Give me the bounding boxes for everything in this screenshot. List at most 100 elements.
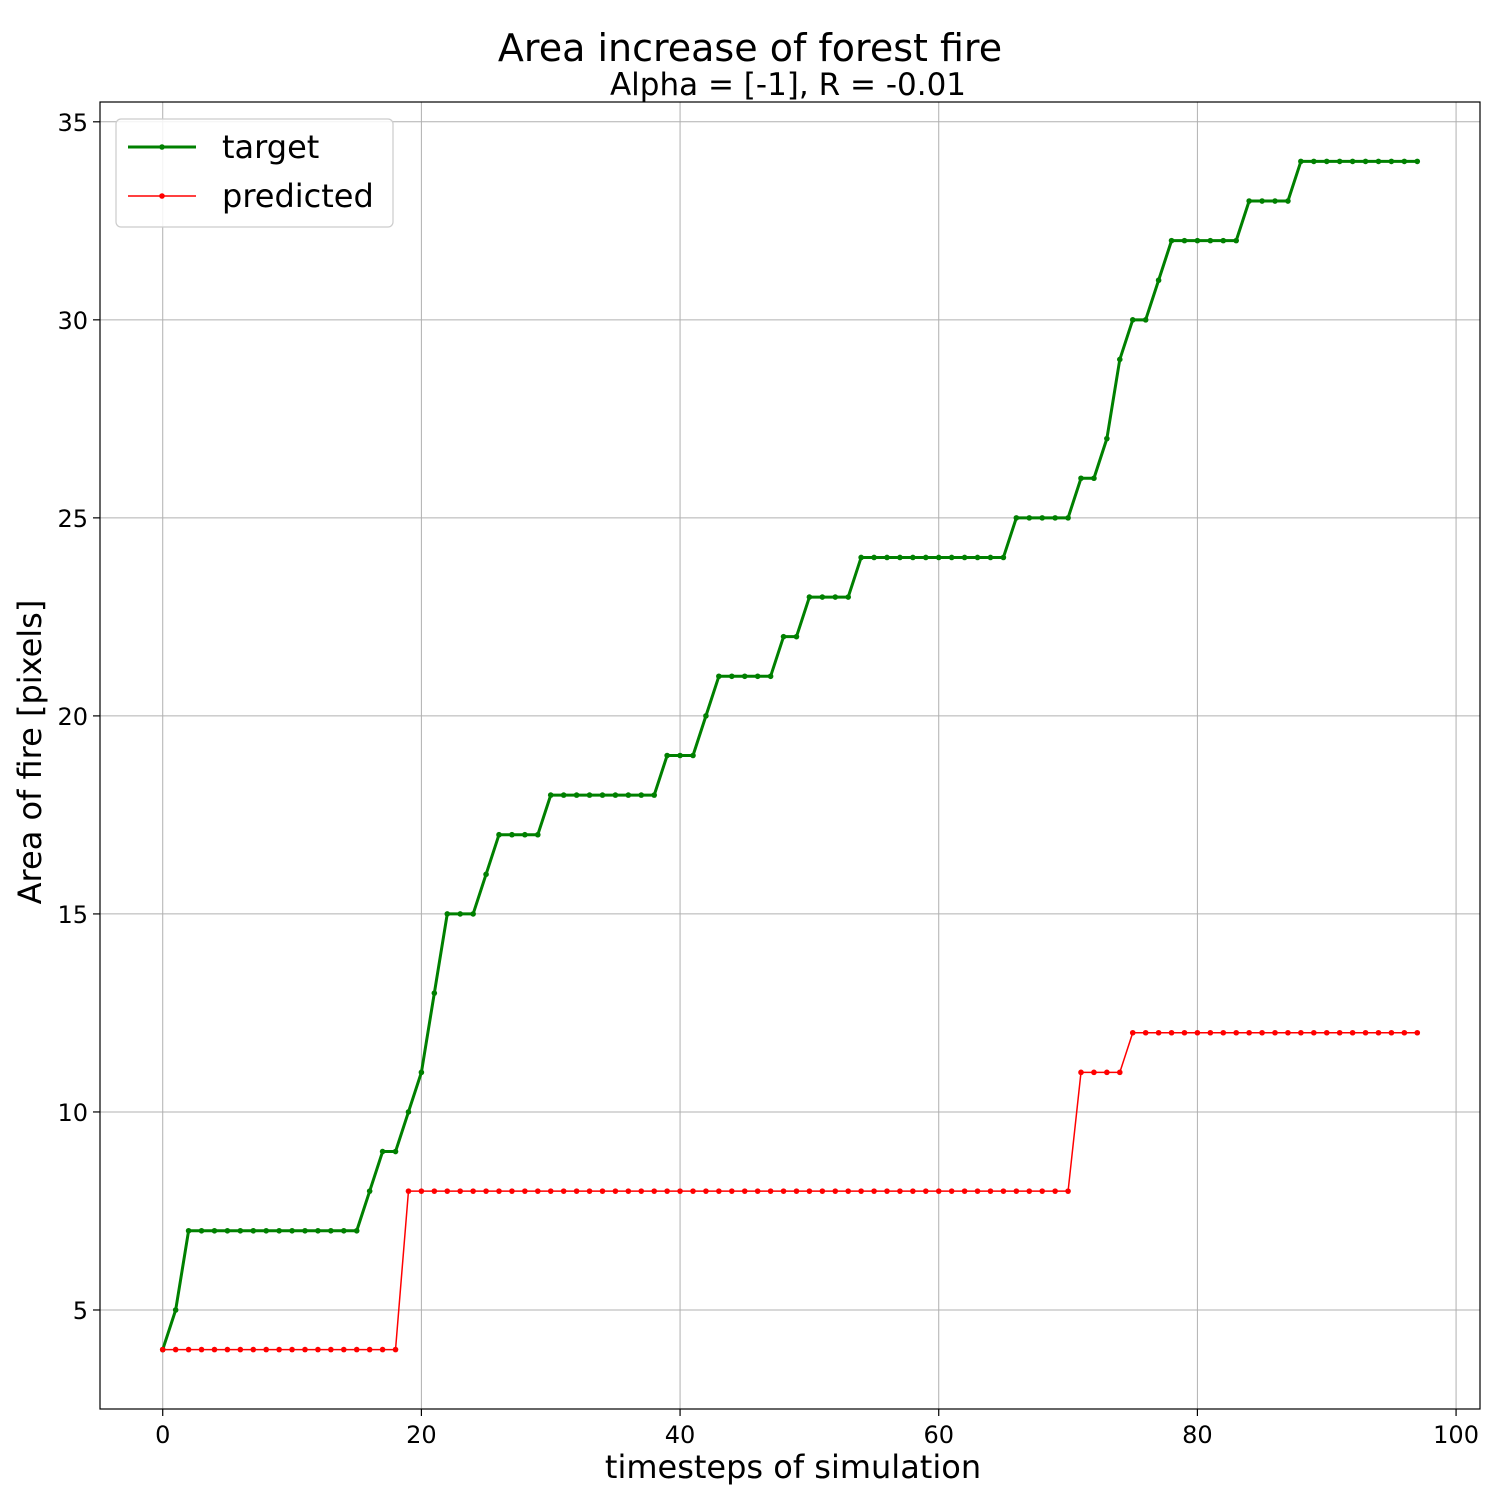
series-target-point: [1323, 158, 1330, 165]
series-target-point: [664, 752, 670, 759]
series-target-point: [1000, 554, 1007, 561]
series-target-point: [457, 911, 463, 917]
series-predicted-point: [198, 1346, 205, 1353]
series-predicted-point: [159, 1346, 166, 1353]
plot-frame: [99, 101, 1481, 1410]
series-predicted-point: [1401, 1029, 1408, 1036]
series-predicted-point: [560, 1188, 567, 1194]
series-predicted-point: [935, 1188, 942, 1194]
series-target-point: [211, 1227, 218, 1234]
series-target-point: [1259, 198, 1265, 204]
x-tick-label: 60: [923, 1421, 954, 1449]
series-target-point: [1168, 237, 1175, 244]
series-predicted-point: [974, 1188, 981, 1194]
series-predicted-point: [690, 1188, 696, 1194]
series-predicted-point: [328, 1346, 334, 1353]
series-target-point: [845, 594, 852, 600]
legend-predicted-marker: [159, 193, 165, 199]
series-target-point: [923, 554, 929, 561]
series-target-point: [728, 673, 735, 680]
grid: [100, 102, 1480, 1409]
series-predicted-point: [1323, 1029, 1330, 1036]
series-target-point: [560, 792, 567, 798]
series-target-point: [392, 1148, 399, 1155]
series-target-point: [961, 554, 968, 561]
series-target-point: [690, 752, 696, 759]
series-predicted-point: [289, 1346, 295, 1353]
series-target-point: [858, 554, 864, 561]
series-predicted-point: [302, 1346, 308, 1353]
legend-predicted-label: predicted: [222, 177, 374, 215]
series-predicted-point: [1336, 1029, 1343, 1036]
series-target-point: [1336, 158, 1343, 165]
series-target-point: [1414, 158, 1421, 165]
series-predicted-point: [677, 1188, 683, 1194]
series-predicted-point: [910, 1188, 916, 1194]
series-target-point: [224, 1227, 231, 1234]
series-predicted-point: [1272, 1029, 1278, 1036]
series-target-point: [935, 554, 942, 561]
series-target-point: [1039, 515, 1046, 521]
series-target-point: [987, 554, 994, 561]
series-predicted-point: [573, 1188, 580, 1194]
series-target-point: [767, 673, 774, 680]
series-predicted-point: [392, 1346, 399, 1353]
series-predicted-point: [586, 1188, 593, 1194]
series-predicted-point: [444, 1188, 451, 1194]
series-target-point: [780, 633, 787, 640]
series-target-point: [483, 871, 489, 878]
y-tick-label: 25: [57, 505, 88, 533]
series-predicted-point: [1091, 1069, 1097, 1076]
series-target-point: [276, 1227, 282, 1234]
series-target-point: [340, 1227, 347, 1234]
x-tick-label: 20: [406, 1421, 437, 1449]
series-target-point: [431, 990, 438, 996]
series-predicted-point: [664, 1188, 670, 1194]
series-predicted-point: [1013, 1188, 1020, 1194]
series-predicted-point: [1375, 1029, 1382, 1036]
series-predicted-point: [923, 1188, 929, 1194]
series-target-point: [547, 792, 554, 798]
series-predicted-point: [845, 1188, 852, 1194]
series-predicted-point: [871, 1188, 877, 1194]
series-target-point: [573, 792, 580, 798]
x-tick-label: 80: [1182, 1421, 1213, 1449]
series-predicted-point: [754, 1188, 761, 1194]
series-predicted-point: [1233, 1029, 1240, 1036]
series-target-point: [754, 673, 761, 680]
series-predicted-point: [1000, 1188, 1007, 1194]
series-predicted-point: [716, 1188, 722, 1194]
series-predicted-point: [897, 1188, 903, 1194]
series-target-point: [1117, 356, 1123, 363]
y-tick-label: 35: [57, 109, 88, 137]
series-predicted-point: [366, 1346, 373, 1353]
series-predicted-point: [276, 1346, 282, 1353]
series-predicted-point: [1388, 1029, 1395, 1036]
series-target-point: [1142, 317, 1149, 323]
series-predicted-point: [509, 1188, 515, 1194]
series-predicted-point: [806, 1188, 813, 1194]
series-predicted-point: [1194, 1029, 1201, 1036]
series-target-point: [625, 792, 632, 798]
series-target-point: [237, 1227, 244, 1234]
series-predicted-point: [1220, 1029, 1227, 1036]
series-target-point: [741, 673, 748, 680]
y-tick-label: 30: [57, 307, 88, 335]
series-predicted-point: [496, 1188, 502, 1194]
series-target-point: [1311, 158, 1317, 165]
series-target-point: [1375, 158, 1382, 165]
series-target-point: [496, 831, 502, 838]
series-target-point: [366, 1188, 373, 1194]
series-target-point: [1401, 158, 1408, 165]
series-target-point: [418, 1069, 425, 1076]
series-target-point: [534, 831, 541, 838]
series-target-point: [716, 673, 722, 680]
series-target-point: [509, 831, 515, 838]
series-predicted-point: [418, 1188, 425, 1194]
series-predicted-point: [638, 1188, 645, 1194]
series-target-point: [1194, 237, 1201, 244]
series-target-point: [328, 1227, 334, 1234]
y-tick-label: 10: [57, 1099, 88, 1127]
series-predicted-point: [858, 1188, 864, 1194]
